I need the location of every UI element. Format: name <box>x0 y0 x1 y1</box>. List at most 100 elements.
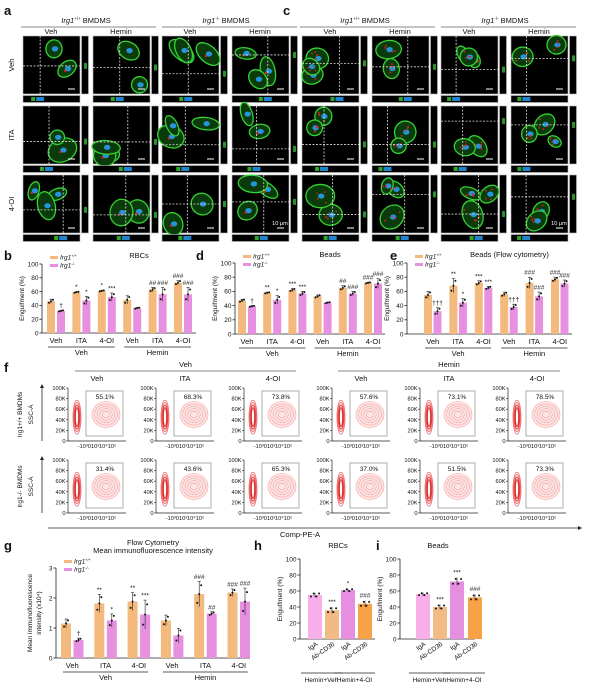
bar <box>206 613 217 658</box>
x-tick-label: 10³ <box>355 444 363 450</box>
data-point <box>163 288 166 291</box>
ortho-signal <box>293 51 296 58</box>
x-tick-label: -10³ <box>254 444 264 450</box>
nucleus-dapi <box>321 113 328 119</box>
column-label: Hemin <box>249 27 271 36</box>
bead <box>532 220 535 223</box>
bead <box>316 54 319 56</box>
population-contour <box>73 474 81 505</box>
ortho-signal <box>458 167 467 171</box>
ortho-signal <box>502 211 505 218</box>
population-contour <box>248 471 258 507</box>
y-tick-label: 40K <box>408 490 418 496</box>
legend-entry: Irg1+/+ <box>60 253 78 262</box>
data-point <box>241 299 243 302</box>
y-tick-label: 0 <box>293 636 297 643</box>
legend-swatch <box>243 255 251 258</box>
x-tick-labels: -10³010³10⁴10⁵ <box>78 515 116 522</box>
x-tick-label: 10⁴ <box>275 443 284 450</box>
x-tick-label: 10³ <box>179 516 187 522</box>
bar <box>323 302 332 334</box>
ortho-signal <box>330 97 335 101</box>
y-tick-label: 0 <box>62 511 65 517</box>
data-point <box>377 282 379 285</box>
data-point <box>487 286 490 289</box>
y-tick-label: 40K <box>320 418 330 424</box>
bead <box>314 69 317 72</box>
population-contour <box>96 477 116 495</box>
population-contour <box>190 482 198 491</box>
bead <box>465 141 467 143</box>
y-tick-label: 0 <box>49 655 53 662</box>
nucleus-dapi <box>315 55 322 62</box>
x-tick-label: 10⁴ <box>451 443 460 450</box>
bar <box>416 594 430 639</box>
nucleus-dapi <box>328 212 335 218</box>
x-tick-label: 10⁵ <box>460 443 469 450</box>
y-tick-label: 20 <box>31 317 39 324</box>
orthogonal-view-bottom <box>22 95 81 103</box>
gate <box>437 462 476 509</box>
bead <box>315 57 317 60</box>
ortho-signal <box>517 236 522 240</box>
legend-gene: Irg1 <box>253 262 265 269</box>
bead <box>326 217 329 220</box>
bar <box>313 296 322 334</box>
x-tick-labels: -10³010³10⁴10⁵ <box>342 443 380 450</box>
data-point <box>435 607 437 610</box>
y-axis-label: Engulfment (%) <box>212 276 219 321</box>
y-tick-label: 60K <box>496 407 506 413</box>
data-point <box>316 295 319 298</box>
data-point <box>65 622 67 625</box>
data-point <box>77 290 80 293</box>
data-point <box>375 286 377 289</box>
nucleus-dapi <box>169 123 177 129</box>
y-tick-label: 40 <box>31 303 39 310</box>
y-tick-label: 20K <box>232 500 242 506</box>
population-contour <box>182 475 206 498</box>
bead <box>382 185 384 188</box>
legend-swatch <box>50 264 58 267</box>
ortho-signal <box>154 64 157 71</box>
y-tick-label: 0 <box>228 331 232 338</box>
ortho-signal <box>433 191 436 198</box>
bead <box>538 126 541 129</box>
column-label: 4-OI <box>530 374 545 383</box>
data-point <box>470 598 472 601</box>
pkh26-signal <box>30 191 34 195</box>
data-point <box>96 608 99 611</box>
legend-superscript: +/+ <box>264 252 270 257</box>
population-contour <box>513 474 521 505</box>
significance-mark: ††† <box>432 300 443 307</box>
data-point <box>108 624 111 627</box>
y-tick-label: 80K <box>56 397 66 403</box>
population-contour <box>278 482 286 491</box>
y-axis-label: SSC-A <box>28 404 35 425</box>
x-tick-labels: -10³010³10⁴10⁵ <box>78 443 116 450</box>
data-point <box>100 596 103 599</box>
population-contour <box>426 479 432 500</box>
chart-title: RBCs <box>328 541 348 550</box>
y-tick-label: 3 <box>49 565 53 572</box>
orthogonal-view-bottom <box>231 165 290 173</box>
orthogonal-view-side <box>290 105 298 165</box>
population-contour <box>250 404 256 430</box>
population-contour <box>161 474 169 505</box>
x-tick-label: 10⁴ <box>363 515 372 522</box>
y-tick-label: 40K <box>232 418 242 424</box>
x-tick-label: 0 <box>88 516 91 522</box>
significance-mark: *** <box>328 599 336 606</box>
ortho-signal <box>378 167 383 171</box>
y-tick-label: 60K <box>496 479 506 485</box>
population-contour <box>512 471 522 507</box>
bar <box>72 292 81 333</box>
ortho-signal <box>40 167 45 171</box>
data-point <box>328 301 331 304</box>
legend-swatch <box>415 263 423 266</box>
ortho-signal <box>154 138 157 145</box>
x-tick-label: 10³ <box>531 516 539 522</box>
nucleus-dapi <box>119 209 126 216</box>
data-point <box>556 276 558 279</box>
x-tick-label: Veh <box>316 337 329 346</box>
panel-label-b: b <box>4 248 12 263</box>
